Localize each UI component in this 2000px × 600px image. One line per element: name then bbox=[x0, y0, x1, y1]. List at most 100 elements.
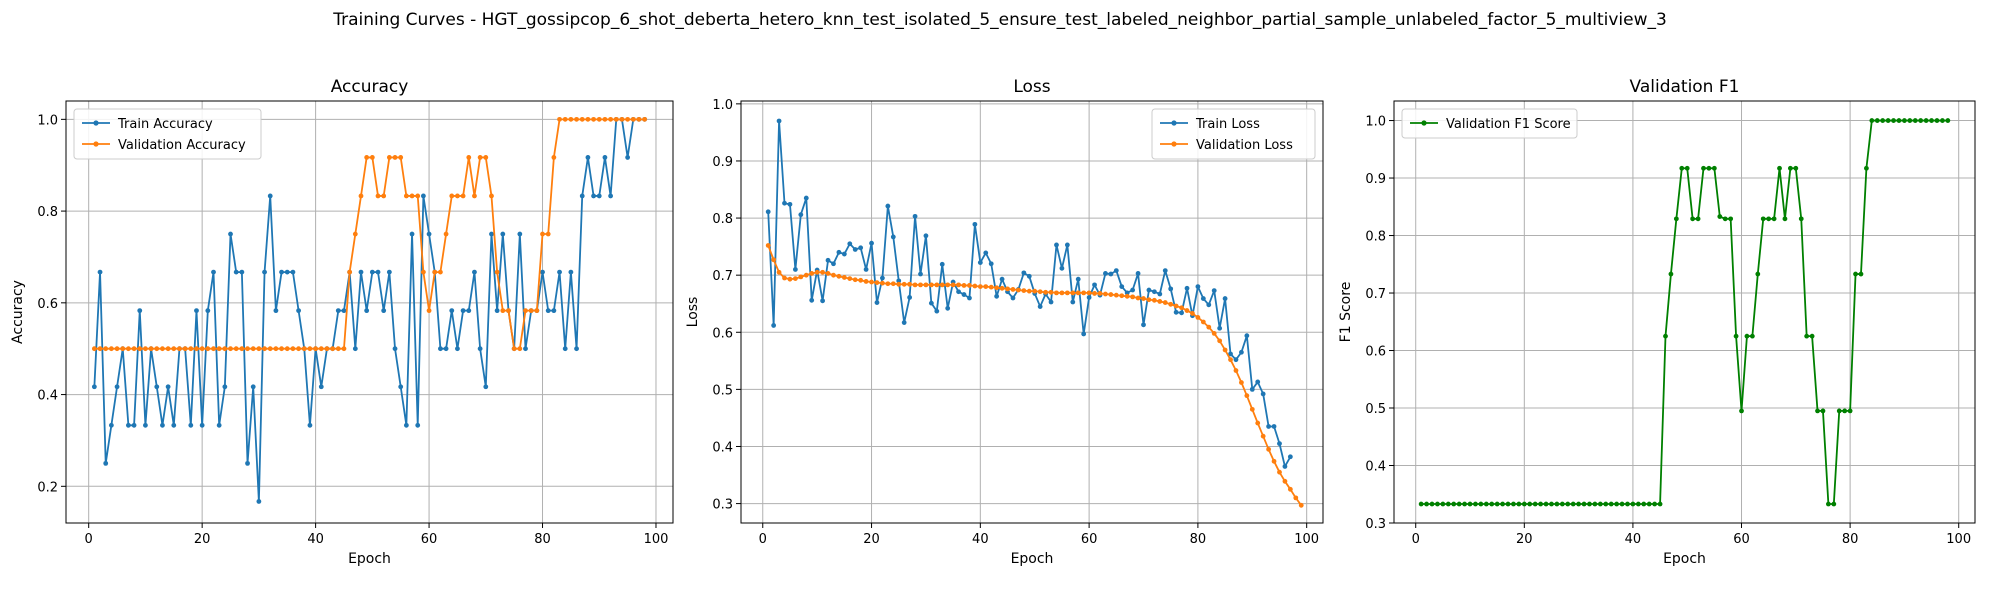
loss-data-point bbox=[913, 282, 918, 287]
loss-data-point bbox=[1196, 284, 1201, 289]
accuracy-data-point bbox=[234, 270, 239, 275]
loss-data-point bbox=[1228, 357, 1233, 362]
loss-data-point bbox=[1239, 380, 1244, 385]
f1-data-point bbox=[1880, 118, 1885, 123]
loss-data-point bbox=[918, 272, 923, 277]
accuracy-data-point bbox=[291, 270, 296, 275]
loss-data-point bbox=[1038, 289, 1043, 294]
loss-data-point bbox=[1087, 290, 1092, 295]
loss-data-point bbox=[945, 282, 950, 287]
accuracy-data-point bbox=[336, 346, 341, 351]
loss-xtick-label: 80 bbox=[1190, 532, 1207, 547]
f1-ytick-label: 0.7 bbox=[1365, 287, 1386, 302]
f1-xtick-label: 80 bbox=[1842, 532, 1859, 547]
f1-data-point bbox=[1810, 334, 1815, 339]
loss-data-point bbox=[782, 276, 787, 281]
loss-ytick-label: 0.3 bbox=[712, 498, 733, 513]
accuracy-data-point bbox=[438, 346, 443, 351]
accuracy-data-point bbox=[256, 499, 261, 504]
f1-data-point bbox=[1945, 118, 1950, 123]
loss-data-point bbox=[869, 280, 874, 285]
loss-data-point bbox=[1070, 300, 1075, 305]
accuracy-data-point bbox=[427, 232, 432, 237]
accuracy-data-point bbox=[574, 117, 579, 122]
accuracy-data-point bbox=[211, 270, 216, 275]
f1-data-point bbox=[1799, 216, 1804, 221]
accuracy-data-point bbox=[370, 155, 375, 160]
loss-data-point bbox=[1266, 447, 1271, 452]
f1-data-point bbox=[1712, 166, 1717, 171]
loss-data-point bbox=[978, 260, 983, 265]
accuracy-ytick-label: 0.6 bbox=[37, 297, 58, 312]
loss-data-point bbox=[1021, 288, 1026, 293]
f1-data-point bbox=[1641, 502, 1646, 507]
accuracy-xtick-label: 20 bbox=[194, 532, 211, 547]
accuracy-data-point bbox=[143, 423, 148, 428]
accuracy-data-point bbox=[239, 270, 244, 275]
loss-data-point bbox=[1087, 295, 1092, 300]
loss-data-point bbox=[864, 279, 869, 284]
loss-data-point bbox=[1027, 289, 1032, 294]
loss-data-point bbox=[885, 204, 890, 209]
f1-data-point bbox=[1451, 502, 1456, 507]
accuracy-data-point bbox=[268, 346, 273, 351]
accuracy-data-point bbox=[478, 346, 483, 351]
accuracy-data-point bbox=[234, 346, 239, 351]
loss-data-point bbox=[902, 282, 907, 287]
loss-data-point bbox=[1190, 311, 1195, 316]
loss-data-point bbox=[1174, 304, 1179, 309]
loss-data-point bbox=[1016, 288, 1021, 293]
loss-data-point bbox=[989, 261, 994, 266]
loss-data-point bbox=[1266, 424, 1271, 429]
accuracy-data-point bbox=[256, 346, 261, 351]
loss-data-point bbox=[793, 267, 798, 272]
f1-data-point bbox=[1745, 334, 1750, 339]
accuracy-data-point bbox=[421, 194, 426, 199]
loss-data-point bbox=[858, 278, 863, 283]
accuracy-ytick-label: 0.4 bbox=[37, 389, 58, 404]
accuracy-data-point bbox=[557, 117, 562, 122]
accuracy-data-point bbox=[421, 270, 426, 275]
loss-legend-label-0: Train Loss bbox=[1195, 117, 1260, 132]
loss-data-point bbox=[1147, 297, 1152, 302]
accuracy-data-point bbox=[540, 270, 545, 275]
accuracy-xtick-label: 80 bbox=[534, 532, 551, 547]
loss-ylabel: Loss bbox=[685, 297, 701, 328]
loss-xtick-label: 40 bbox=[972, 532, 989, 547]
loss-xtick-label: 60 bbox=[1081, 532, 1098, 547]
loss-data-point bbox=[864, 267, 869, 272]
loss-data-point bbox=[1103, 292, 1108, 297]
loss-data-point bbox=[1212, 331, 1217, 336]
accuracy-data-point bbox=[98, 346, 103, 351]
accuracy-data-point bbox=[455, 194, 460, 199]
accuracy-data-point bbox=[143, 346, 148, 351]
f1-data-point bbox=[1538, 502, 1543, 507]
f1-data-point bbox=[1478, 502, 1483, 507]
f1-ytick-label: 0.9 bbox=[1365, 172, 1386, 187]
loss-data-point bbox=[1152, 298, 1157, 303]
accuracy-data-point bbox=[410, 194, 415, 199]
accuracy-data-point bbox=[205, 308, 210, 313]
loss-data-point bbox=[1060, 266, 1065, 271]
f1-data-point bbox=[1728, 216, 1733, 221]
accuracy-data-point bbox=[534, 308, 539, 313]
loss-data-point bbox=[1076, 277, 1081, 282]
accuracy-data-point bbox=[495, 308, 500, 313]
accuracy-data-point bbox=[296, 308, 301, 313]
loss-data-point bbox=[967, 283, 972, 288]
loss-data-point bbox=[1114, 268, 1119, 273]
loss-data-point bbox=[820, 270, 825, 275]
f1-data-point bbox=[1468, 502, 1473, 507]
accuracy-data-point bbox=[171, 423, 176, 428]
accuracy-data-point bbox=[279, 346, 284, 351]
accuracy-data-point bbox=[512, 346, 517, 351]
f1-data-point bbox=[1886, 118, 1891, 123]
loss-data-point bbox=[1250, 387, 1255, 392]
loss-data-point bbox=[1108, 292, 1113, 297]
loss-legend-marker-1 bbox=[1171, 141, 1176, 146]
f1-data-point bbox=[1739, 408, 1744, 413]
loss-data-point bbox=[918, 282, 923, 287]
f1-data-point bbox=[1625, 502, 1630, 507]
loss-data-point bbox=[1261, 392, 1266, 397]
